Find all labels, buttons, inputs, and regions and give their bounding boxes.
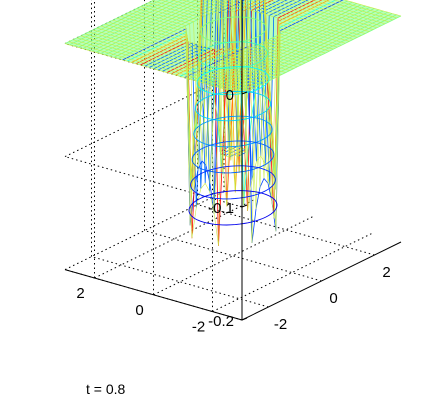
mesh-line-y: [152, 0, 330, 202]
mesh-line-y: [181, 0, 342, 174]
mesh-line-y: [144, 0, 322, 179]
mesh-line-y: [159, 0, 334, 232]
z-tick-mark: [241, 91, 248, 95]
ring-contour: [198, 41, 268, 70]
floor-grid-x: [91, 256, 269, 308]
mesh-line-x: [131, 0, 260, 180]
ring-contour: [190, 165, 276, 200]
mesh-line-y: [192, 0, 346, 184]
y-axis-line: [64, 269, 243, 321]
mesh-line-y: [267, 0, 374, 30]
mesh-line-y: [104, 23, 282, 75]
mesh-line-y: [289, 0, 382, 27]
ring-contour: [188, 190, 278, 226]
ring-contour: [196, 66, 270, 96]
mesh-line-y: [148, 0, 326, 184]
y-tick-label: -2: [192, 319, 205, 336]
ring-contour: [199, 16, 267, 44]
time-annotation: t = 0.8: [86, 381, 126, 397]
mesh-line-y: [278, 0, 378, 28]
mesh-line-y: [213, 0, 354, 40]
mesh-line-y: [116, 17, 294, 246]
mesh-line-y: [72, 39, 250, 91]
ring-contour: [191, 140, 275, 174]
mesh-line-y: [246, 0, 366, 34]
z-tick-mark: [241, 204, 248, 208]
ring-contour: [194, 90, 272, 122]
mesh-line-y: [332, 0, 398, 19]
mesh-line-y: [224, 0, 358, 38]
mesh-line-x: [140, 0, 274, 239]
z-tick-label: -0.2: [208, 313, 234, 330]
surface-mesh: [64, 0, 402, 246]
x-tick-labels: -2 0 2: [274, 264, 391, 333]
mesh-line-y: [100, 25, 278, 77]
wall-grid-z: [64, 156, 243, 208]
x-tick-label: -2: [274, 316, 287, 333]
floor-grid-x: [144, 230, 322, 282]
axes-layer: [64, 0, 402, 321]
mesh-line-y: [140, 0, 318, 188]
floor-grid-y: [153, 216, 313, 296]
mesh-line-x: [135, 0, 267, 197]
mesh-line-x: [175, 0, 330, 193]
floor-grid-y: [212, 233, 372, 313]
y-tick-label: 2: [76, 285, 84, 302]
mesh-line-x: [171, 0, 323, 207]
x-axis-line: [241, 241, 402, 321]
ring-contour: [193, 115, 273, 148]
floor-grid-x: [197, 204, 375, 256]
x-tick-label: 2: [382, 264, 390, 281]
mesh-line-y: [300, 0, 386, 25]
z-tick-mark: [241, 317, 248, 321]
y-tick-label: 0: [135, 302, 143, 319]
mesh-line-y: [170, 0, 338, 190]
mesh-line-y: [322, 0, 394, 21]
mesh-line-y: [343, 0, 402, 17]
mesh-line-y: [92, 29, 270, 81]
mesh-line-y: [84, 33, 262, 85]
mesh-line-y: [76, 37, 254, 89]
y-tick-labels: -2 0 2: [76, 285, 205, 336]
mesh-line-y: [257, 0, 370, 32]
mesh-line-y: [68, 41, 247, 93]
mesh-line-x: [166, 0, 316, 246]
mesh-line-y: [136, 0, 314, 210]
mesh-line-y: [120, 16, 298, 207]
z-tick-label: 0: [226, 87, 234, 104]
mesh-line-y: [64, 43, 243, 95]
z-tick-label: -0.1: [208, 200, 234, 217]
mesh-line-y: [202, 0, 350, 219]
mesh-line-y: [311, 0, 390, 23]
x-tick-label: 0: [329, 290, 337, 307]
flat-plane: [65, 0, 401, 94]
mesh-line-y: [235, 0, 362, 36]
z-tick-labels: -0.2-0.100.10.2: [208, 87, 234, 330]
